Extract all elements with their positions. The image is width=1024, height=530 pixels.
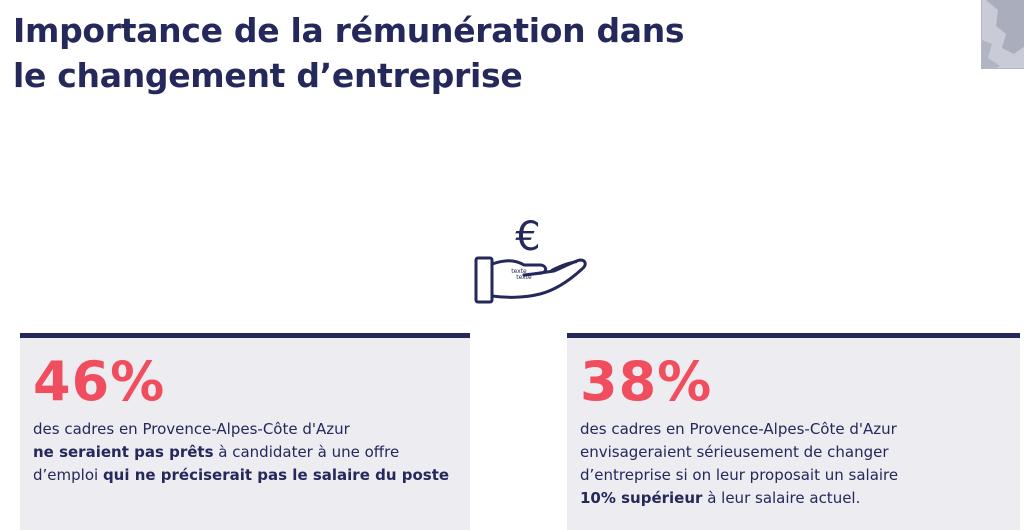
stat-desc-line: des cadres en Provence-Alpes-Côte d'Azur [580, 420, 897, 438]
stat-desc-text: à candidater à une offre [213, 443, 400, 461]
slide-title-line-1: Importance de la rémunération dans [13, 11, 685, 50]
stat-desc-text: à leur salaire actuel. [702, 489, 861, 507]
stat-desc-text: d’emploi [33, 466, 103, 484]
stat-description: des cadres en Provence-Alpes-Côte d'Azur… [33, 418, 463, 487]
stat-percentage: 46% [33, 350, 166, 413]
icon-label-top: texte [511, 268, 527, 275]
stat-desc-line: envisageraient sérieusement de changer [580, 443, 889, 461]
slide-title-line-2: le changement d’entreprise [13, 56, 523, 95]
stat-desc-line: des cadres en Provence-Alpes-Côte d'Azur [33, 420, 350, 438]
stat-desc-line: d’entreprise si on leur proposait un sal… [580, 466, 899, 484]
stat-desc-emphasis: ne seraient pas prêts [33, 443, 214, 461]
france-map-icon [982, 0, 1024, 68]
stat-desc-line: ne seraient pas prêts à candidater à une… [33, 441, 463, 464]
slide-title: Importance de la rémunération dans le ch… [13, 8, 733, 98]
stat-card-salary-transparency: 46% des cadres en Provence-Alpes-Côte d'… [20, 333, 470, 530]
stat-desc-emphasis: qui ne préciserait pas le salaire du pos… [102, 466, 450, 484]
stat-description: des cadres en Provence-Alpes-Côte d'Azur… [580, 418, 1010, 510]
map-thumbnail [981, 0, 1024, 69]
stat-percentage: 38% [580, 350, 713, 413]
stat-card-salary-increase: 38% des cadres en Provence-Alpes-Côte d'… [567, 333, 1020, 530]
hand-euro-icon: € texte texte [466, 214, 590, 308]
icon-label-bottom: texte [516, 274, 532, 281]
stat-desc-emphasis: 10% supérieur [580, 489, 703, 507]
stat-desc-line: d’emploi qui ne préciserait pas le salai… [33, 464, 463, 487]
euro-symbol: € [515, 218, 540, 260]
stat-desc-line: 10% supérieur à leur salaire actuel. [580, 487, 1010, 510]
